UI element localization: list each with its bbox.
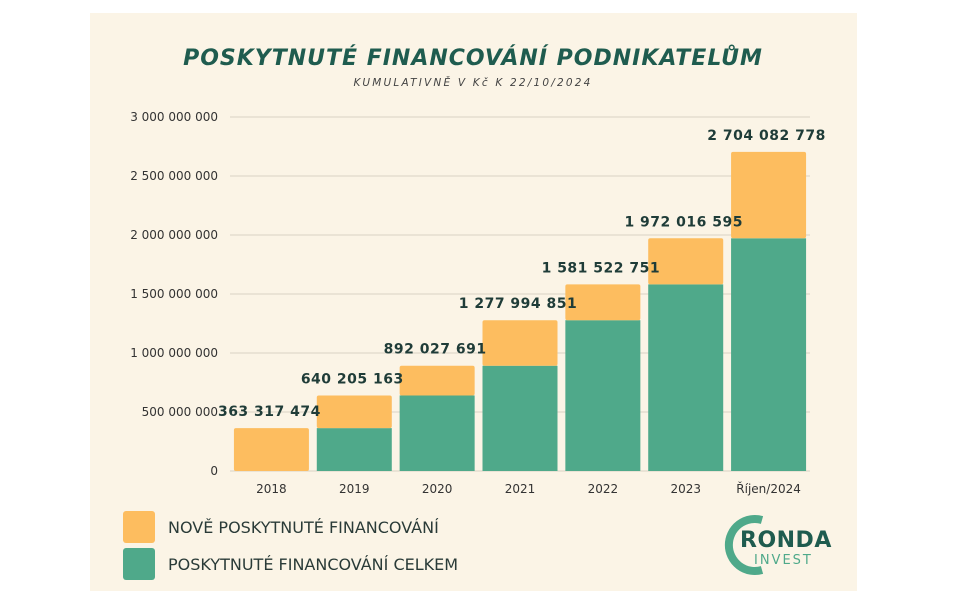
x-tick-label: 2023 <box>670 482 701 496</box>
bar-new-2020 <box>399 365 475 396</box>
bar-total-2021 <box>482 365 558 471</box>
bar-new-Říjen/2024 <box>731 151 807 239</box>
bar-new-2019 <box>316 395 392 429</box>
total-data-label: 1 277 994 851 <box>459 296 578 312</box>
x-tick-label: Říjen/2024 <box>736 481 801 496</box>
bar-new-2018 <box>233 428 309 471</box>
total-data-label: 2 704 082 778 <box>707 128 826 144</box>
logo-arc-icon <box>724 515 764 575</box>
total-data-label: 892 027 691 <box>384 342 487 358</box>
y-tick-label: 2 500 000 000 <box>130 169 218 183</box>
chart-title: POSKYTNUTÉ FINANCOVÁNÍ PODNIKATELŮM <box>183 44 763 71</box>
total-data-label: 640 205 163 <box>301 371 404 387</box>
bar-new-2023 <box>648 238 724 285</box>
y-tick-label: 1 000 000 000 <box>130 346 218 360</box>
x-tick-label: 2021 <box>505 482 536 496</box>
x-tick-label: 2019 <box>339 482 370 496</box>
y-tick-label: 0 <box>210 464 218 478</box>
total-data-label: 1 581 522 751 <box>542 260 661 276</box>
logo-text-ronda: RONDA <box>740 528 832 553</box>
bar-total-2020 <box>399 395 475 471</box>
bar-total-2023 <box>648 284 724 471</box>
x-axis-ticks: 2018 2019 2020 2021 2022 2023 Říjen/2024 <box>256 481 801 496</box>
ronda-invest-logo: RONDA INVEST <box>724 515 832 575</box>
bar-new-2022 <box>565 284 641 321</box>
y-tick-label: 1 500 000 000 <box>130 287 218 301</box>
bar-total-2019 <box>316 428 392 471</box>
legend-swatch-new <box>123 511 155 543</box>
funding-bar-chart: POSKYTNUTÉ FINANCOVÁNÍ PODNIKATELŮM KUMU… <box>123 44 832 580</box>
legend-swatch-total <box>123 548 155 580</box>
bar-new-2021 <box>482 320 558 366</box>
x-tick-label: 2020 <box>422 482 453 496</box>
x-tick-label: 2022 <box>588 482 619 496</box>
legend: NOVĚ POSKYTNUTÉ FINANCOVÁNÍ POSKYTNUTÉ F… <box>123 511 458 580</box>
bar-total-Říjen/2024 <box>731 238 807 471</box>
x-tick-label: 2018 <box>256 482 287 496</box>
legend-label-new: NOVĚ POSKYTNUTÉ FINANCOVÁNÍ <box>168 518 439 537</box>
chart-subtitle: KUMULATIVNĚ V Kč K 22/10/2024 <box>354 76 593 89</box>
y-tick-label: 500 000 000 <box>142 405 218 419</box>
bar-total-2022 <box>565 320 641 471</box>
legend-label-total: POSKYTNUTÉ FINANCOVÁNÍ CELKEM <box>168 555 458 574</box>
bars <box>233 151 807 471</box>
y-tick-label: 3 000 000 000 <box>130 110 218 124</box>
total-data-label: 1 972 016 595 <box>624 214 743 230</box>
chart-card: POSKYTNUTÉ FINANCOVÁNÍ PODNIKATELŮM KUMU… <box>90 13 857 591</box>
total-data-label: 363 317 474 <box>218 404 321 420</box>
data-labels: 363 317 474 640 205 163 892 027 691 1 277 9… <box>218 128 826 420</box>
y-axis-ticks: 0 500 000 000 1 000 000 000 1 500 000 000 2 … <box>130 110 218 478</box>
y-tick-label: 2 000 000 000 <box>130 228 218 242</box>
logo-text-invest: INVEST <box>754 553 813 568</box>
